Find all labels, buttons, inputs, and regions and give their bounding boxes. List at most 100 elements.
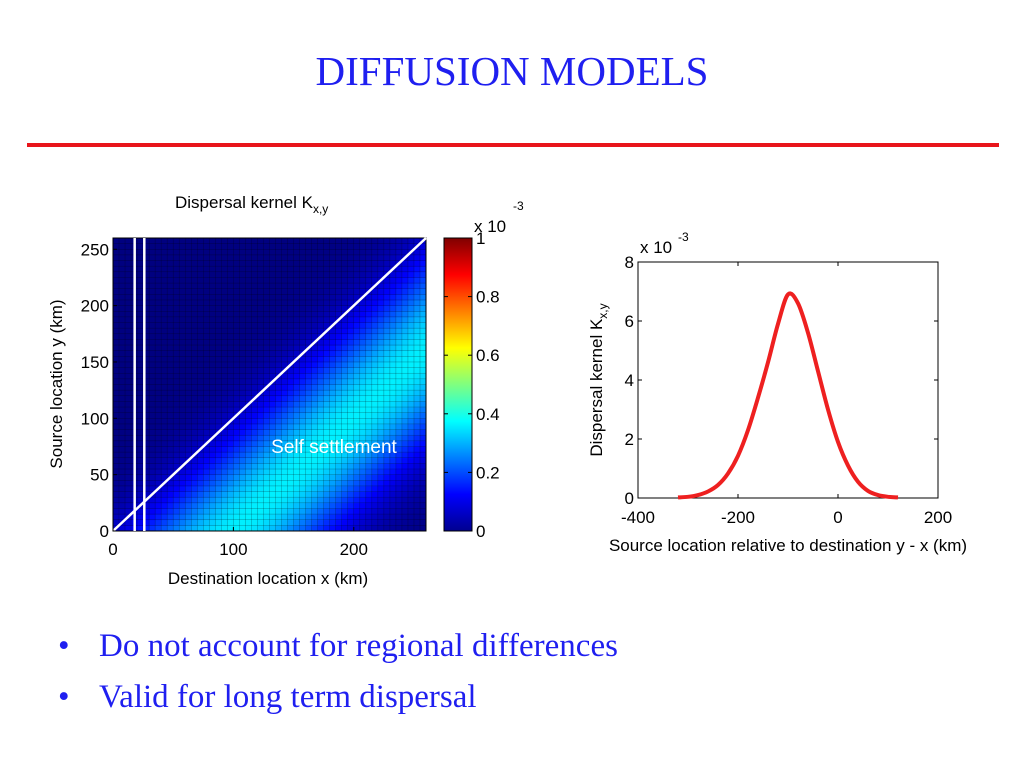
heatmap-cell xyxy=(251,491,258,498)
heatmap-cell xyxy=(119,238,126,245)
heatmap-cell xyxy=(365,401,373,408)
heatmap-cell xyxy=(137,254,144,261)
heatmap-cell xyxy=(167,508,174,515)
heatmap-cell xyxy=(113,502,120,509)
heatmap-cell xyxy=(293,491,300,498)
heatmap-cell xyxy=(287,384,294,391)
heatmap-cell xyxy=(239,446,246,453)
heatmap-cell xyxy=(413,339,421,346)
heatmap-cell xyxy=(215,288,222,295)
heatmap-cell xyxy=(419,294,427,301)
heatmap-cell xyxy=(311,401,319,408)
heatmap-cell xyxy=(377,463,385,470)
heatmap-cell xyxy=(203,463,210,470)
heatmap-cell xyxy=(179,378,186,385)
heatmap-cell xyxy=(161,271,168,278)
heatmap-cell xyxy=(419,469,427,476)
heatmap-cell xyxy=(419,474,427,481)
heatmap-cell xyxy=(203,485,210,492)
heatmap-cell xyxy=(221,305,228,312)
heatmap-cell xyxy=(251,452,258,459)
heatmap-cell xyxy=(305,429,313,436)
heatmap-cell xyxy=(143,446,150,453)
heatmap-cell xyxy=(113,457,120,464)
heatmap-cell xyxy=(209,243,216,250)
heatmap-cell xyxy=(233,514,240,521)
heatmap-cell xyxy=(353,266,361,273)
heatmap-cell xyxy=(173,463,180,470)
heatmap-cell xyxy=(305,311,313,318)
heatmap-cell xyxy=(149,508,156,515)
heatmap-cell xyxy=(173,345,180,352)
heatmap-cell xyxy=(353,328,361,335)
heatmap-cell xyxy=(323,271,331,278)
heatmap-cell xyxy=(407,446,415,453)
heatmap-cell xyxy=(245,361,252,368)
heatmap-cell xyxy=(341,384,349,391)
heatmap-cell xyxy=(149,390,156,397)
heatmap-cell xyxy=(305,395,313,402)
heatmap-cell xyxy=(413,480,421,487)
heatmap-cell xyxy=(209,288,216,295)
heatmap-cell xyxy=(179,243,186,250)
heatmap-cell xyxy=(335,480,343,487)
series-line xyxy=(677,291,899,500)
heatmap-cell xyxy=(143,485,150,492)
heatmap-cell xyxy=(179,260,186,267)
heatmap-cell xyxy=(137,378,144,385)
heatmap-cell xyxy=(311,238,319,245)
heatmap-cell xyxy=(347,395,355,402)
heatmap-cell xyxy=(215,367,222,374)
heatmap-cell xyxy=(263,322,270,329)
heatmap-cell xyxy=(197,271,204,278)
heatmap-cell xyxy=(197,243,204,250)
heatmap-cell xyxy=(269,238,276,245)
heatmap-cell xyxy=(305,390,313,397)
heatmap-cell xyxy=(149,367,156,374)
heatmap-cell xyxy=(137,429,144,436)
heatmap-cell xyxy=(179,395,186,402)
heatmap-cell xyxy=(215,361,222,368)
heatmap-cell xyxy=(317,423,325,430)
heatmap-cell xyxy=(215,249,222,256)
heatmap-cell xyxy=(359,277,367,284)
heatmap-cell xyxy=(125,407,132,414)
heatmap-cell xyxy=(335,412,343,419)
heatmap-cell xyxy=(281,322,288,329)
heatmap-cell xyxy=(299,254,307,261)
heatmap-cell xyxy=(371,395,379,402)
heatmap-cell xyxy=(413,316,421,323)
heatmap-cell xyxy=(305,294,313,301)
heatmap-cell xyxy=(353,238,361,245)
heatmap-cell xyxy=(329,457,337,464)
heatmap-cell xyxy=(251,457,258,464)
heatmap-cell xyxy=(143,367,150,374)
heatmap-cell xyxy=(401,463,409,470)
heatmap-cell xyxy=(173,271,180,278)
heatmap-cell xyxy=(191,294,198,301)
heatmap-cell xyxy=(173,497,180,504)
heatmap-cell xyxy=(221,412,228,419)
heatmap-cell xyxy=(143,243,150,250)
heatmap-cell xyxy=(419,361,427,368)
heatmap-cell xyxy=(299,238,307,245)
heatmap-cell xyxy=(275,502,282,509)
heatmap-cell xyxy=(341,485,349,492)
heatmap-cell xyxy=(269,361,276,368)
heatmap-cell xyxy=(401,525,409,532)
heatmap-cell xyxy=(365,514,373,521)
heatmap-cell xyxy=(395,423,403,430)
heatmap-cell xyxy=(383,412,391,419)
heatmap-cell xyxy=(395,350,403,357)
heatmap-cell xyxy=(179,328,186,335)
heatmap-cell xyxy=(137,463,144,470)
heatmap-cell xyxy=(263,345,270,352)
heatmap-cell xyxy=(341,345,349,352)
heatmap-cell xyxy=(275,283,282,290)
heatmap-cell xyxy=(317,361,325,368)
heatmap-cell xyxy=(143,435,150,442)
heatmap-cell xyxy=(407,384,415,391)
heatmap-cell xyxy=(221,384,228,391)
heatmap-cell xyxy=(305,469,313,476)
